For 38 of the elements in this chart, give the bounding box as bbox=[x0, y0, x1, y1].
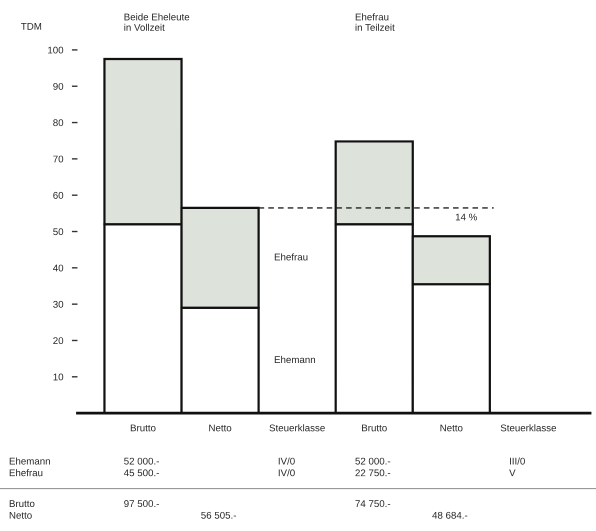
text: Beide Eheleute in Vollzeit bbox=[124, 13, 190, 31]
y-tick-label: 50 bbox=[53, 228, 64, 236]
text: 74 750.- bbox=[355, 500, 390, 508]
text: Ehefrau in Teilzeit bbox=[356, 13, 395, 31]
x-tick-label: Steuerklasse bbox=[500, 424, 556, 432]
y-tick-label: 80 bbox=[53, 119, 64, 126]
x-tick-label: Brutto bbox=[130, 424, 156, 432]
text: 45 500.- bbox=[124, 469, 159, 476]
y-tick-label: 40 bbox=[53, 264, 64, 272]
y-tick-label: 100 bbox=[48, 46, 64, 54]
text: III/0 bbox=[510, 457, 525, 465]
x-tick-label: Steuerklasse bbox=[269, 424, 325, 432]
x-tick-label: Brutto bbox=[362, 424, 387, 432]
y-tick-label: 30 bbox=[53, 300, 64, 308]
text: 52 000.- bbox=[355, 458, 390, 465]
x-tick-label: Netto bbox=[209, 424, 232, 432]
text: 52 000.- bbox=[124, 458, 159, 465]
text: Brutto bbox=[10, 500, 34, 508]
series-label: Ehemann bbox=[274, 356, 316, 364]
y-tick-label: 70 bbox=[53, 156, 64, 162]
x-tick-label: Netto bbox=[440, 424, 463, 432]
text: IV/0 bbox=[278, 457, 295, 465]
text: 22 750.- bbox=[355, 469, 390, 476]
series-label: Ehefrau bbox=[274, 253, 308, 260]
text: IV/0 bbox=[278, 469, 295, 476]
y-tick-label: 20 bbox=[53, 337, 64, 344]
text: Ehefrau bbox=[10, 469, 42, 476]
y-axis-title: TDM bbox=[21, 23, 42, 30]
y-tick-label: 90 bbox=[53, 82, 64, 90]
text: 97 500.- bbox=[124, 500, 159, 508]
annotation: 14 % bbox=[456, 214, 477, 220]
text: 56 505.- bbox=[201, 512, 236, 519]
y-tick-label: 60 bbox=[53, 192, 64, 199]
text: 48 684.- bbox=[432, 512, 468, 519]
y-tick-label: 10 bbox=[54, 374, 64, 380]
text: Netto bbox=[10, 512, 32, 519]
text: Ehemann bbox=[10, 457, 50, 465]
text: V bbox=[509, 469, 516, 476]
